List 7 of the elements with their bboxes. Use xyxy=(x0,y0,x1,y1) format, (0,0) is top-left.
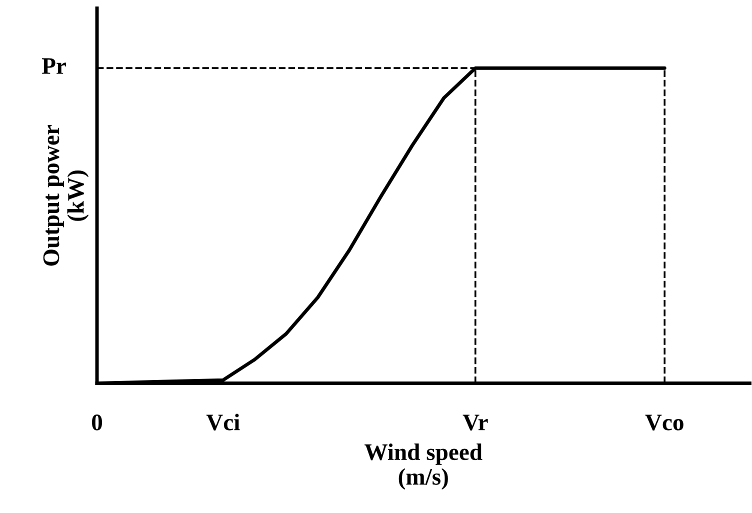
ref-line-label: Pr xyxy=(42,58,66,74)
x-tick-label: 0 xyxy=(92,414,102,430)
x-tick-label: Vco xyxy=(645,414,684,431)
x-tick-label: Vr xyxy=(462,414,488,431)
y-axis-title: Output power (kW) xyxy=(43,125,89,266)
x-tick-label: Vci xyxy=(206,414,240,431)
x-axis-title: Wind speed (m/s) xyxy=(364,444,482,490)
